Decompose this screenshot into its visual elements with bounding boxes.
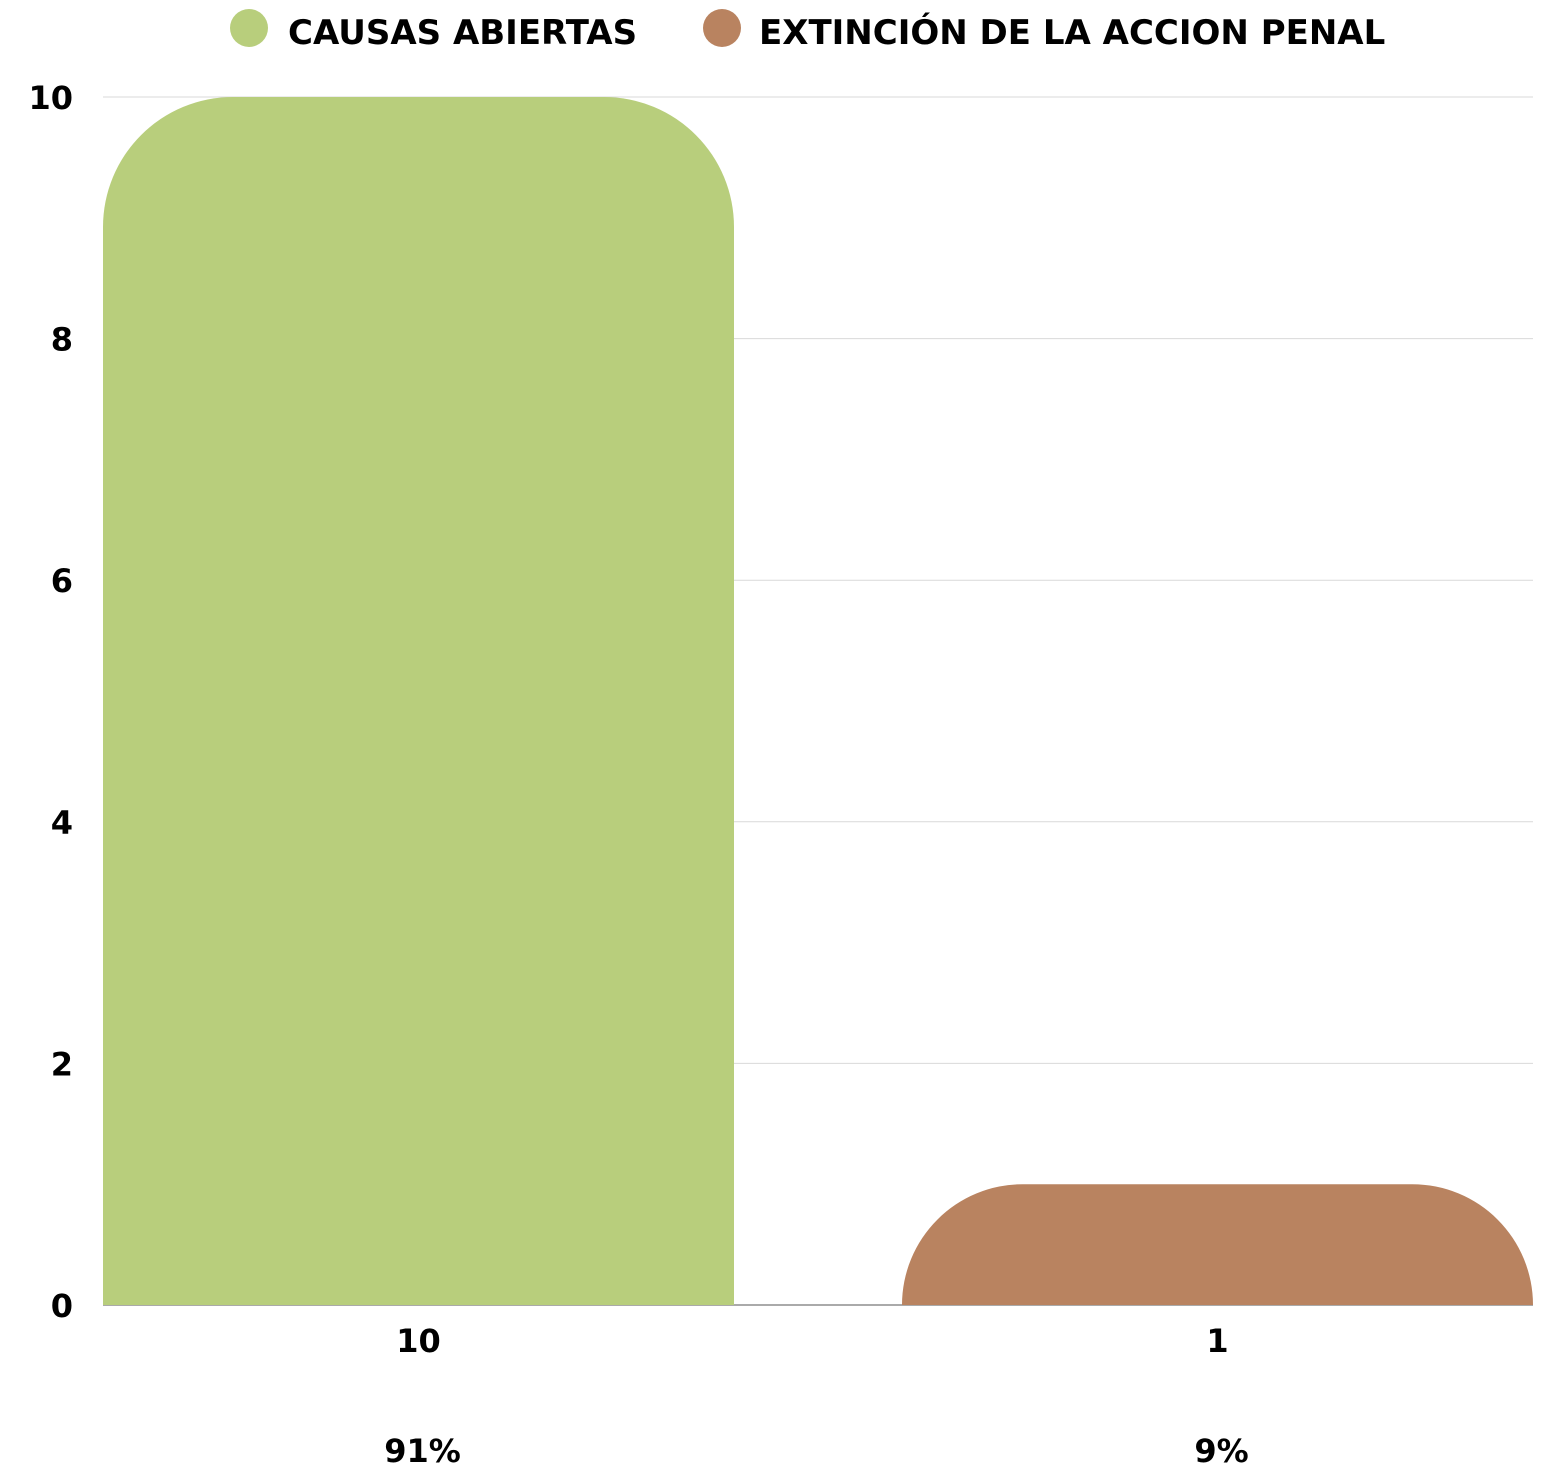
legend-swatch [703,9,741,47]
y-tick-label: 8 [51,321,73,359]
y-tick-label: 6 [51,562,73,600]
legend-label: CAUSAS ABIERTAS [288,13,637,53]
chart-legend: CAUSAS ABIERTAS EXTINCIÓN DE LA ACCION PE… [230,9,1385,53]
percent-label: 91% [384,1432,461,1470]
bar-1 [103,97,734,1305]
x-category-label: 1 [1206,1322,1228,1360]
x-category-label: 10 [396,1322,441,1360]
y-axis: 0 2 4 6 8 10 [28,79,73,1325]
chart-bars [103,97,1533,1305]
y-tick-label: 4 [51,804,73,842]
legend-label: EXTINCIÓN DE LA ACCION PENAL [759,12,1385,53]
legend-swatch [230,9,268,47]
bar-2 [902,1184,1533,1305]
y-tick-label: 2 [51,1045,73,1083]
y-tick-label: 10 [28,79,73,117]
x-axis: 10 91% 1 9% [384,1322,1248,1470]
percent-label: 9% [1194,1432,1248,1470]
y-tick-label: 0 [51,1287,73,1325]
